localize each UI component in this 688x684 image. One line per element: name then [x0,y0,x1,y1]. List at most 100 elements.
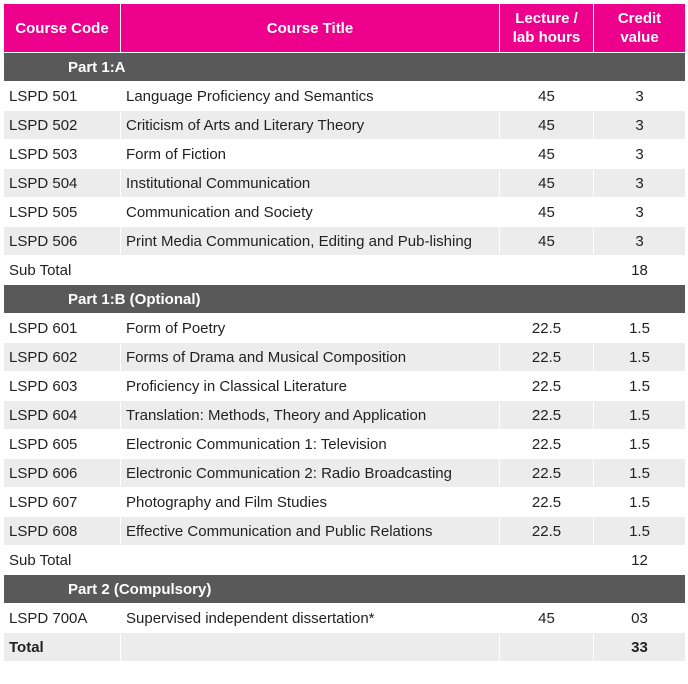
credit-value: 3 [593,81,686,111]
course-title [120,255,500,285]
credit-value: 1.5 [593,458,686,488]
course-title: Institutional Communication [120,168,500,198]
course-title: Proficiency in Classical Literature [120,371,500,401]
header-course-code: Course Code [3,3,121,53]
course-code: LSPD 502 [3,110,121,140]
lecture-hours: 45 [499,226,594,256]
course-title: Criticism of Arts and Literary Theory [120,110,500,140]
table-row: LSPD 605 Electronic Communication 1: Tel… [3,429,686,459]
course-code: LSPD 603 [3,371,121,401]
course-title: Effective Communication and Public Relat… [120,516,500,546]
course-title: Form of Fiction [120,139,500,169]
credit-value: 12 [593,545,686,575]
lecture-hours: 22.5 [499,342,594,372]
course-code: Total [3,632,121,662]
course-title: Photography and Film Studies [120,487,500,517]
section-row: Part 1:B (Optional) [3,284,686,314]
section-row: Part 2 (Compulsory) [3,574,686,604]
table-row: LSPD 603 Proficiency in Classical Litera… [3,371,686,401]
course-code: LSPD 700A [3,603,121,633]
lecture-hours [499,632,594,662]
credit-value: 33 [593,632,686,662]
table-row: LSPD 608 Effective Communication and Pub… [3,516,686,546]
course-code: LSPD 501 [3,81,121,111]
lecture-hours: 45 [499,603,594,633]
section-label: Part 2 (Compulsory) [3,574,686,604]
course-table: Course Code Course Title Lecture / lab h… [3,3,686,662]
section-row: Part 1:A [3,52,686,82]
table-row: LSPD 700A Supervised independent dissert… [3,603,686,633]
lecture-hours: 45 [499,110,594,140]
course-code: LSPD 605 [3,429,121,459]
lecture-hours: 45 [499,197,594,227]
credit-value: 1.5 [593,400,686,430]
course-title [120,545,500,575]
table-row: LSPD 604 Translation: Methods, Theory an… [3,400,686,430]
course-code: LSPD 506 [3,226,121,256]
lecture-hours: 22.5 [499,371,594,401]
total-row: Total 33 [3,632,686,662]
table-row: LSPD 506 Print Media Communication, Edit… [3,226,686,256]
header-hours: Lecture / lab hours [499,3,594,53]
course-code: Sub Total [3,255,121,285]
lecture-hours: 22.5 [499,400,594,430]
lecture-hours: 22.5 [499,313,594,343]
credit-value: 1.5 [593,313,686,343]
subtotal-row: Sub Total 18 [3,255,686,285]
lecture-hours: 22.5 [499,429,594,459]
credit-value: 1.5 [593,342,686,372]
table-row: LSPD 601 Form of Poetry 22.5 1.5 [3,313,686,343]
course-title: Print Media Communication, Editing and P… [120,226,500,256]
course-code: LSPD 503 [3,139,121,169]
course-code: LSPD 608 [3,516,121,546]
header-course-title: Course Title [120,3,500,53]
header-credit: Credit value [593,3,686,53]
course-title [120,632,500,662]
course-code: LSPD 604 [3,400,121,430]
table-row: LSPD 607 Photography and Film Studies 22… [3,487,686,517]
table-row: LSPD 501 Language Proficiency and Semant… [3,81,686,111]
course-title: Electronic Communication 2: Radio Broadc… [120,458,500,488]
course-title: Electronic Communication 1: Television [120,429,500,459]
credit-value: 3 [593,139,686,169]
lecture-hours: 22.5 [499,487,594,517]
credit-value: 1.5 [593,487,686,517]
credit-value: 3 [593,168,686,198]
credit-value: 3 [593,197,686,227]
course-code: Sub Total [3,545,121,575]
course-title: Communication and Society [120,197,500,227]
header-row: Course Code Course Title Lecture / lab h… [3,3,686,53]
table-row: LSPD 602 Forms of Drama and Musical Comp… [3,342,686,372]
lecture-hours: 45 [499,168,594,198]
course-code: LSPD 504 [3,168,121,198]
table-row: LSPD 502 Criticism of Arts and Literary … [3,110,686,140]
table-row: LSPD 606 Electronic Communication 2: Rad… [3,458,686,488]
table-row: LSPD 505 Communication and Society 45 3 [3,197,686,227]
course-title: Forms of Drama and Musical Composition [120,342,500,372]
section-label: Part 1:A [3,52,686,82]
lecture-hours: 22.5 [499,516,594,546]
credit-value: 1.5 [593,516,686,546]
lecture-hours: 45 [499,139,594,169]
credit-value: 03 [593,603,686,633]
lecture-hours: 45 [499,81,594,111]
table-row: LSPD 504 Institutional Communication 45 … [3,168,686,198]
course-title: Language Proficiency and Semantics [120,81,500,111]
credit-value: 3 [593,226,686,256]
lecture-hours [499,545,594,575]
table-row: LSPD 503 Form of Fiction 45 3 [3,139,686,169]
course-code: LSPD 505 [3,197,121,227]
section-label: Part 1:B (Optional) [3,284,686,314]
credit-value: 1.5 [593,429,686,459]
course-code: LSPD 602 [3,342,121,372]
lecture-hours [499,255,594,285]
course-code: LSPD 606 [3,458,121,488]
credit-value: 1.5 [593,371,686,401]
course-title: Supervised independent dissertation* [120,603,500,633]
subtotal-row: Sub Total 12 [3,545,686,575]
lecture-hours: 22.5 [499,458,594,488]
course-title: Form of Poetry [120,313,500,343]
credit-value: 3 [593,110,686,140]
credit-value: 18 [593,255,686,285]
course-code: LSPD 607 [3,487,121,517]
